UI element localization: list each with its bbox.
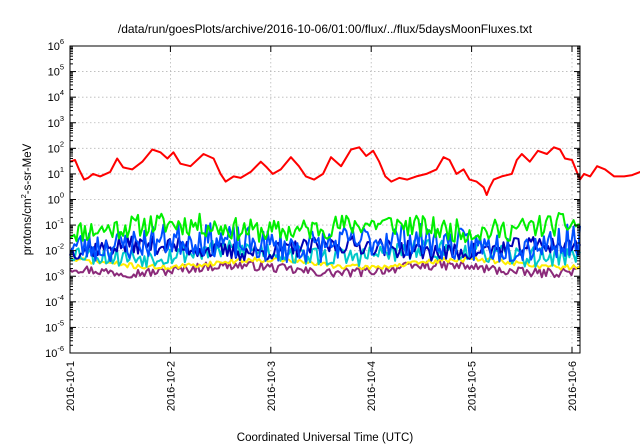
x-tick-label: 2016-10-3	[266, 361, 278, 411]
y-tick-label: 10-3	[45, 267, 64, 283]
y-tick-label: 10-4	[45, 293, 64, 309]
x-tick-label: 2016-10-5	[467, 361, 479, 411]
y-tick-label: 100	[48, 191, 64, 207]
y-axis-label: protons/cm2-s-sr-MeV	[19, 143, 34, 255]
x-axis-label: Coordinated Universal Time (UTC)	[237, 432, 414, 444]
x-tick-label: 2016-10-1	[65, 361, 77, 411]
y-tick-label: 10-2	[45, 242, 64, 258]
y-tick-label: 102	[48, 139, 64, 155]
series-line	[69, 259, 581, 279]
chart-title: /data/run/goesPlots/archive/2016-10-06/0…	[118, 22, 533, 36]
series-line	[69, 212, 581, 244]
y-tick-label: 104	[48, 88, 64, 104]
series-group	[69, 146, 640, 279]
x-axis: 2016-10-1 2016-10-2 2016-10-3 2016-10-4 2016…	[65, 46, 579, 411]
y-tick-label: 10-6	[45, 344, 64, 360]
y-axis-label-suffix: -s-sr-MeV	[22, 143, 34, 194]
y-axis-label-superscript: 2	[19, 194, 28, 198]
y-tick-label: 10-5	[45, 318, 64, 334]
y-axis-label-prefix: protons/cm	[22, 198, 34, 255]
y-axis: 10-6 10-5 10-4 10-3 10-2 10-1 100 101 102 103 104 1…	[45, 37, 580, 360]
x-tick-label: 2016-10-4	[366, 361, 378, 411]
x-tick-label: 2016-10-2	[165, 361, 177, 411]
y-tick-label: 10-1	[45, 216, 64, 232]
y-tick-label: 105	[48, 63, 64, 79]
x-tick-label: 2016-10-6	[567, 361, 579, 411]
y-tick-label: 101	[48, 165, 64, 181]
series-line	[69, 146, 640, 196]
y-tick-label: 103	[48, 114, 64, 130]
grid-lines	[70, 46, 580, 353]
y-tick-label: 106	[48, 37, 64, 53]
series-line	[69, 256, 581, 271]
series-line	[69, 222, 581, 264]
